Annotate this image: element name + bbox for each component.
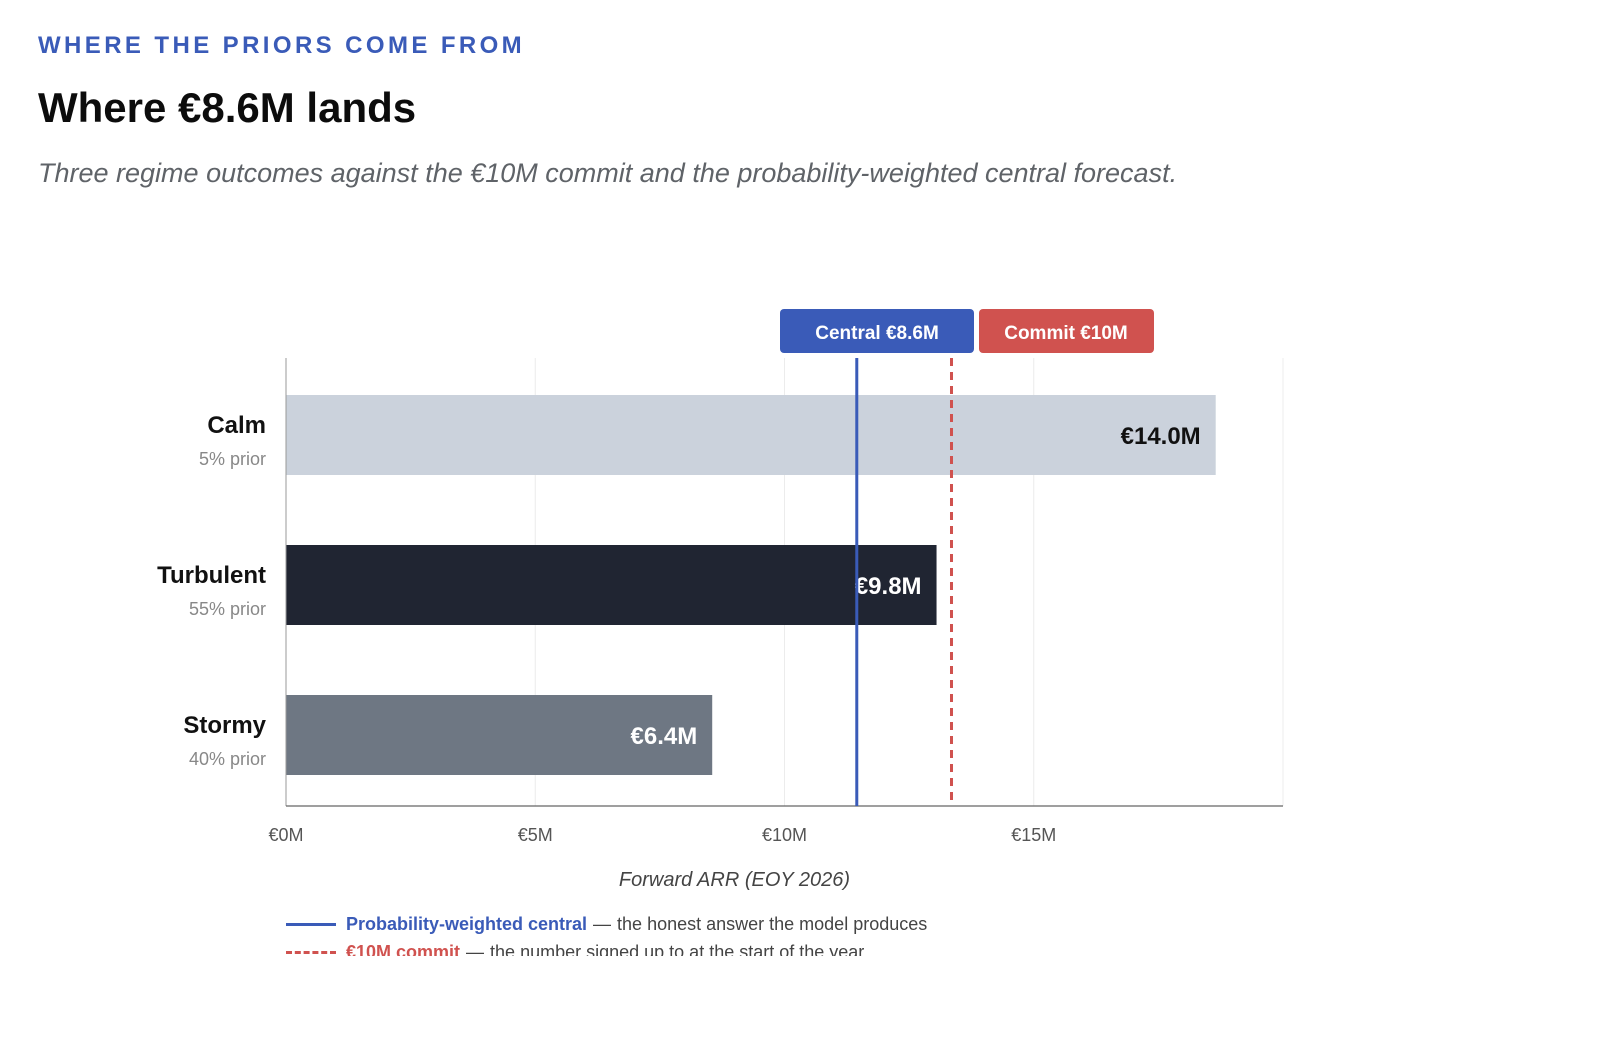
legend-item-central: Probability-weighted central — the hones… xyxy=(286,910,1086,938)
x-tick-label: €15M xyxy=(1011,825,1056,845)
legend-label-commit: €10M commit xyxy=(346,941,461,957)
x-tick-label: €5M xyxy=(518,825,553,845)
category-prior-label: 40% prior xyxy=(189,749,266,769)
x-tick-label: €10M xyxy=(762,825,807,845)
legend-separator: — xyxy=(466,941,485,957)
commit-badge xyxy=(979,309,1154,353)
legend-swatch-commit xyxy=(286,950,336,954)
legend-separator: — xyxy=(593,913,612,934)
central-badge-label: Central €8.6M xyxy=(815,323,939,344)
bar-value-label: €6.4M xyxy=(631,723,698,750)
bar-value-label: €9.8M xyxy=(855,573,922,600)
x-tick-label: €0M xyxy=(268,825,303,845)
legend-label-central: Probability-weighted central xyxy=(346,913,588,934)
bar-calm xyxy=(286,395,1216,475)
commit-badge-label: Commit €10M xyxy=(1004,323,1128,344)
x-axis-title: Forward ARR (EOY 2026) xyxy=(619,869,850,891)
page-subtitle: Three regime outcomes against the €10M c… xyxy=(38,158,1178,188)
eyebrow-label: WHERE THE PRIORS COME FROM xyxy=(38,32,526,59)
category-label: Stormy xyxy=(183,712,266,739)
page-title: Where €8.6M lands xyxy=(38,84,417,131)
category-prior-label: 55% prior xyxy=(189,599,266,619)
legend-item-commit: €10M commit — the number signed up to at… xyxy=(286,938,1086,956)
bar-turbulent xyxy=(286,545,937,625)
category-label: Turbulent xyxy=(157,562,266,589)
chart-legend: Probability-weighted central — the hones… xyxy=(286,910,1086,956)
central-badge xyxy=(780,309,974,353)
category-prior-label: 5% prior xyxy=(199,449,266,469)
legend-desc-commit: the number signed up to at the start of … xyxy=(490,941,865,957)
bar-stormy xyxy=(286,695,713,775)
bar-value-label: €14.0M xyxy=(1121,423,1201,450)
legend-swatch-central xyxy=(286,922,336,926)
legend-desc-central: the honest answer the model produces xyxy=(617,913,928,934)
category-label: Calm xyxy=(207,412,266,439)
